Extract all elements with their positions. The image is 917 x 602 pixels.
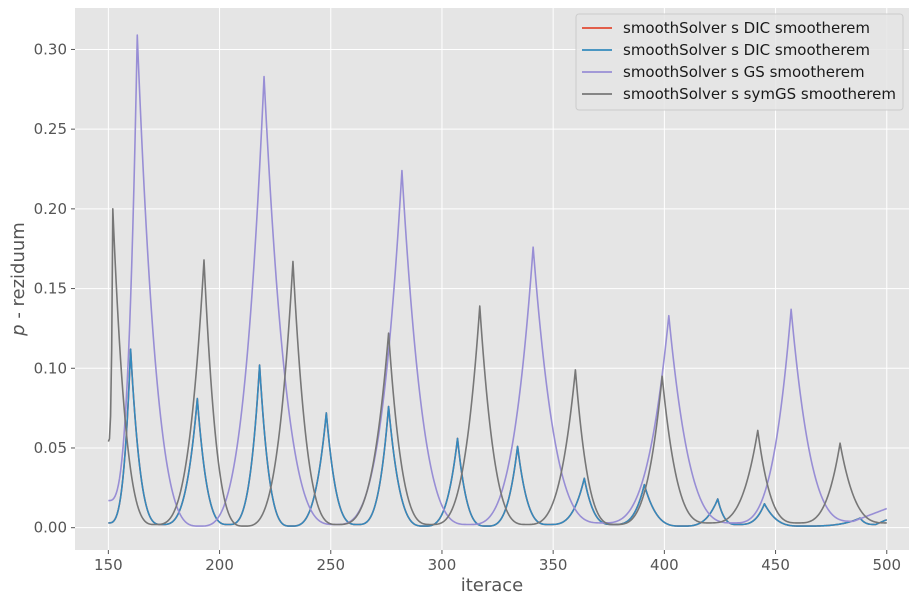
x-axis-label: iterace	[461, 575, 524, 596]
y-tick-label: 0.15	[34, 280, 67, 298]
y-tick-label: 0.00	[34, 519, 67, 537]
legend-label: smoothSolver s DIC smootherem	[623, 41, 870, 59]
series-line-1	[108, 348, 888, 527]
y-tick-label: 0.25	[34, 120, 67, 138]
series-line-3	[107, 208, 887, 527]
series-line-2	[108, 34, 888, 527]
x-axis-ticks: 150 200 250 300 350 400 450 500	[94, 550, 901, 574]
x-tick-label: 300	[428, 556, 457, 574]
x-tick-label: 250	[316, 556, 345, 574]
legend-box	[575, 13, 904, 111]
y-tick-label: 0.05	[34, 439, 67, 457]
legend-label: smoothSolver s DIC smootherem	[623, 19, 870, 37]
y-axis-label-rest: - reziduum	[8, 222, 29, 324]
y-tick-label: 0.30	[34, 40, 67, 58]
y-axis-label-italic: p	[8, 324, 29, 336]
x-tick-label: 450	[761, 556, 790, 574]
x-tick-label: 200	[205, 556, 234, 574]
legend-label: smoothSolver s symGS smootherem	[623, 85, 896, 103]
y-axis-ticks: 0.00 0.05 0.10 0.15 0.20 0.25 0.30	[34, 40, 75, 537]
x-tick-label: 350	[539, 556, 568, 574]
x-tick-label: 500	[872, 556, 901, 574]
legend-label: smoothSolver s GS smootherem	[623, 63, 865, 81]
series-layer	[107, 34, 888, 527]
x-tick-label: 150	[94, 556, 123, 574]
y-tick-label: 0.10	[34, 359, 67, 377]
y-axis-label: p - reziduum	[8, 222, 29, 337]
legend: smoothSolver s DIC smootherem smoothSolve…	[575, 13, 904, 111]
y-tick-label: 0.20	[34, 200, 67, 218]
x-tick-label: 400	[650, 556, 679, 574]
